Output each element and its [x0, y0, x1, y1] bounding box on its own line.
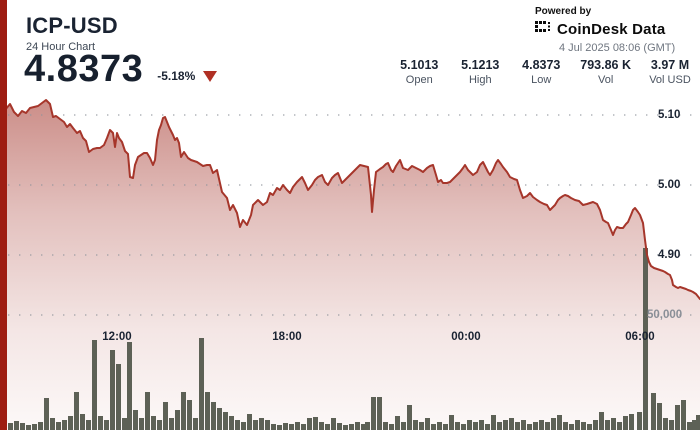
price-area-fill [0, 100, 700, 430]
y-axis-price-label: 5.00 [658, 179, 681, 191]
current-price: 4.8373 [24, 48, 144, 90]
volume-bars [2, 248, 700, 430]
price-line [0, 99, 700, 300]
stats-row: 5.1013 Open 5.1213 High 4.8373 Low 793.8… [397, 58, 692, 86]
coindesk-logo-icon [535, 21, 550, 32]
x-axis-time-label: 06:00 [625, 331, 655, 343]
stat-low-value: 4.8373 [522, 58, 561, 72]
stat-open: 5.1013 Open [397, 58, 441, 86]
stat-open-label: Open [405, 74, 433, 86]
y-axis-volume-label: 50,000 [647, 309, 683, 321]
stat-volusd: 3.97 M Vol USD [648, 58, 692, 86]
stat-open-value: 5.1013 [400, 58, 439, 72]
symbol-title: ICP-USD [26, 13, 118, 38]
stat-low: 4.8373 Low [519, 58, 563, 86]
chart-subtitle: 24 Hour Chart [26, 41, 96, 53]
stat-high-label: High [468, 74, 492, 86]
powered-by-label: Powered by [535, 6, 592, 17]
x-axis-time-label: 12:00 [102, 331, 132, 343]
stat-vol: 793.86 K Vol [580, 58, 631, 86]
y-axis-price-label: 4.90 [658, 249, 681, 261]
change-percent: -5.18% [157, 69, 196, 83]
brand-name: CoinDesk Data [557, 21, 666, 38]
stat-volusd-label: Vol USD [649, 74, 691, 86]
left-accent-bar [0, 0, 7, 430]
stat-vol-label: Vol [597, 74, 614, 86]
y-axis-price-label: 5.10 [658, 109, 681, 121]
timestamp: 4 Jul 2025 08:06 (GMT) [559, 42, 676, 54]
stat-low-label: Low [531, 74, 552, 86]
stat-volusd-value: 3.97 M [650, 58, 690, 72]
down-triangle-icon [203, 70, 218, 82]
stat-high: 5.1213 High [458, 58, 502, 86]
stat-vol-value: 793.86 K [580, 58, 631, 72]
x-axis-time-label: 18:00 [272, 331, 302, 343]
x-axis-time-label: 00:00 [451, 331, 481, 343]
stat-high-value: 5.1213 [461, 58, 500, 72]
